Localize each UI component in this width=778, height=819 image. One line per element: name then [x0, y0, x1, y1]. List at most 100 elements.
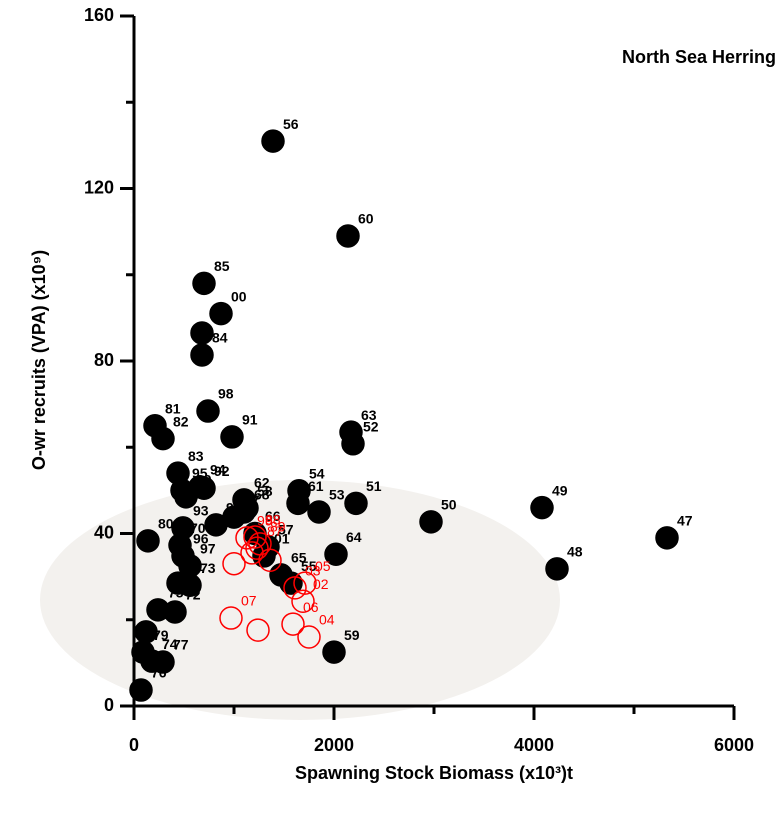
x-tick-label: 2000 [314, 735, 354, 755]
point-label: 92 [214, 463, 230, 479]
point-label: 81 [165, 400, 181, 416]
data-point [219, 606, 243, 630]
point-label: 84 [212, 330, 228, 346]
data-point [166, 571, 190, 595]
point-label: 82 [173, 413, 189, 429]
point-label: 97 [200, 541, 216, 557]
point-label: 58 [257, 483, 273, 499]
point-label: 02 [313, 576, 329, 592]
data-point [151, 650, 175, 674]
data-point [151, 426, 175, 451]
data-point [243, 525, 267, 549]
data-point [190, 343, 214, 367]
point-label: 52 [363, 419, 379, 435]
y-tick-label: 0 [104, 695, 114, 715]
data-point [297, 625, 321, 649]
data-point [324, 542, 348, 566]
point-label: 96 [193, 531, 209, 547]
point-label: 73 [200, 560, 216, 576]
data-point [245, 536, 269, 560]
data-point [190, 321, 214, 345]
background-fish [40, 480, 560, 720]
point-label: 49 [552, 482, 568, 498]
data-point [307, 500, 331, 524]
point-label: 63 [361, 407, 377, 423]
data-point [336, 224, 360, 248]
point-label: 00 [231, 288, 247, 304]
point-label: 48 [567, 544, 583, 560]
data-point [222, 551, 246, 576]
point-label: 01 [274, 531, 290, 547]
data-point [192, 271, 216, 296]
data-point [136, 529, 160, 553]
point-label: 07 [241, 593, 257, 609]
point-label: 68 [254, 487, 270, 503]
y-tick-label: 80 [94, 350, 114, 370]
point-label: 04 [319, 612, 335, 628]
point-label: 55 [301, 558, 317, 574]
point-label: 65 [291, 550, 307, 566]
data-point [293, 571, 317, 595]
data-point [530, 495, 554, 520]
point-label: 83 [188, 448, 204, 464]
point-label: 03 [305, 563, 321, 579]
point-label: 57 [278, 522, 294, 538]
point-label: 06 [303, 599, 319, 615]
data-point [261, 129, 285, 153]
data-point [291, 589, 315, 613]
point-label: 70 [190, 520, 206, 536]
point-label: 56 [283, 116, 299, 132]
data-point [131, 640, 155, 664]
point-label: 51 [366, 478, 382, 494]
x-tick-label: 6000 [714, 735, 754, 755]
point-label: 79 [153, 627, 169, 643]
point-label: 74 [162, 636, 178, 652]
data-point [188, 475, 212, 499]
point-label: 80 [158, 516, 174, 532]
y-tick-label: 160 [84, 5, 114, 25]
point-label: 60 [358, 211, 374, 227]
point-label: 88 [265, 512, 281, 528]
y-axis-label: O-wr recruits (VPA) (x10⁹) [29, 250, 49, 470]
x-axis-label: Spawning Stock Biomass (x10³)t [295, 763, 573, 783]
data-point [220, 425, 244, 449]
point-label: 59 [344, 627, 360, 643]
y-tick-label: 120 [84, 177, 114, 197]
y-tick-label: 40 [94, 522, 114, 542]
point-label: 54 [309, 466, 325, 482]
data-point [281, 612, 305, 636]
point-label: 94 [210, 462, 226, 478]
point-label: 75 [168, 585, 184, 601]
point-label: 77 [173, 637, 189, 653]
data-point [129, 678, 153, 702]
data-point [235, 496, 259, 520]
data-point [246, 618, 270, 642]
data-point [196, 399, 220, 423]
data-point [344, 491, 368, 516]
point-label: 62 [254, 475, 270, 491]
data-point [258, 548, 282, 572]
data-point [322, 640, 346, 664]
point-label: 87 [267, 523, 283, 539]
point-label: 72 [185, 587, 201, 603]
point-label: 05 [315, 558, 331, 574]
point-label: 89 [270, 519, 286, 535]
point-label: 91 [242, 412, 258, 428]
data-point [209, 301, 233, 326]
point-label: 47 [677, 513, 693, 529]
data-point [545, 557, 569, 581]
data-point [341, 432, 365, 456]
point-label: 50 [441, 497, 457, 513]
x-tick-label: 4000 [514, 735, 554, 755]
data-point [655, 526, 679, 550]
data-point [240, 541, 264, 565]
point-label: 66 [265, 508, 281, 524]
point-label: 53 [329, 487, 345, 503]
data-point [283, 576, 307, 600]
point-label: 61 [308, 478, 324, 494]
point-label: 64 [346, 529, 362, 545]
point-label: 93 [193, 503, 209, 519]
data-point [419, 510, 443, 534]
point-label: 99 [257, 513, 273, 529]
